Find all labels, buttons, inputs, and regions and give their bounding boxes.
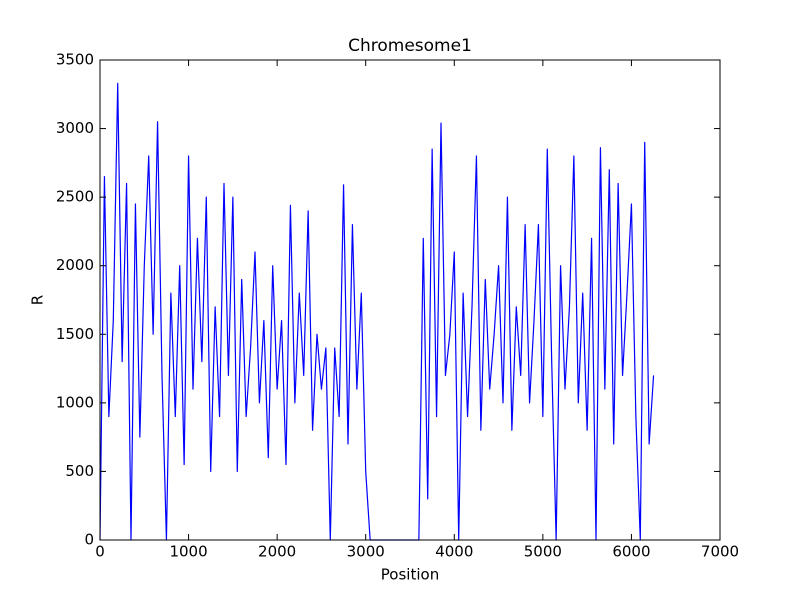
y-tick-label: 3000 — [56, 119, 94, 137]
y-tick-label: 0 — [84, 531, 94, 549]
y-tick-label: 2000 — [56, 256, 94, 274]
y-tick-label: 2500 — [56, 188, 94, 206]
y-tick-label: 3500 — [56, 51, 94, 69]
x-tick-label: 4000 — [435, 543, 473, 561]
x-tick-label: 1000 — [169, 543, 207, 561]
x-tick-label: 0 — [95, 543, 105, 561]
x-tick-label: 5000 — [524, 543, 562, 561]
y-tick-label: 1500 — [56, 325, 94, 343]
x-axis-label: Position — [381, 566, 439, 584]
y-tick-label: 500 — [65, 462, 94, 480]
x-tick-label: 2000 — [258, 543, 296, 561]
y-tick-label: 1000 — [56, 393, 94, 411]
plot-frame — [99, 59, 721, 541]
x-tick-label: 3000 — [347, 543, 385, 561]
x-tick-label: 6000 — [612, 543, 650, 561]
x-tick-label: 7000 — [701, 543, 739, 561]
chart-title: Chromesome1 — [348, 36, 472, 56]
y-axis-label: R — [29, 295, 47, 305]
